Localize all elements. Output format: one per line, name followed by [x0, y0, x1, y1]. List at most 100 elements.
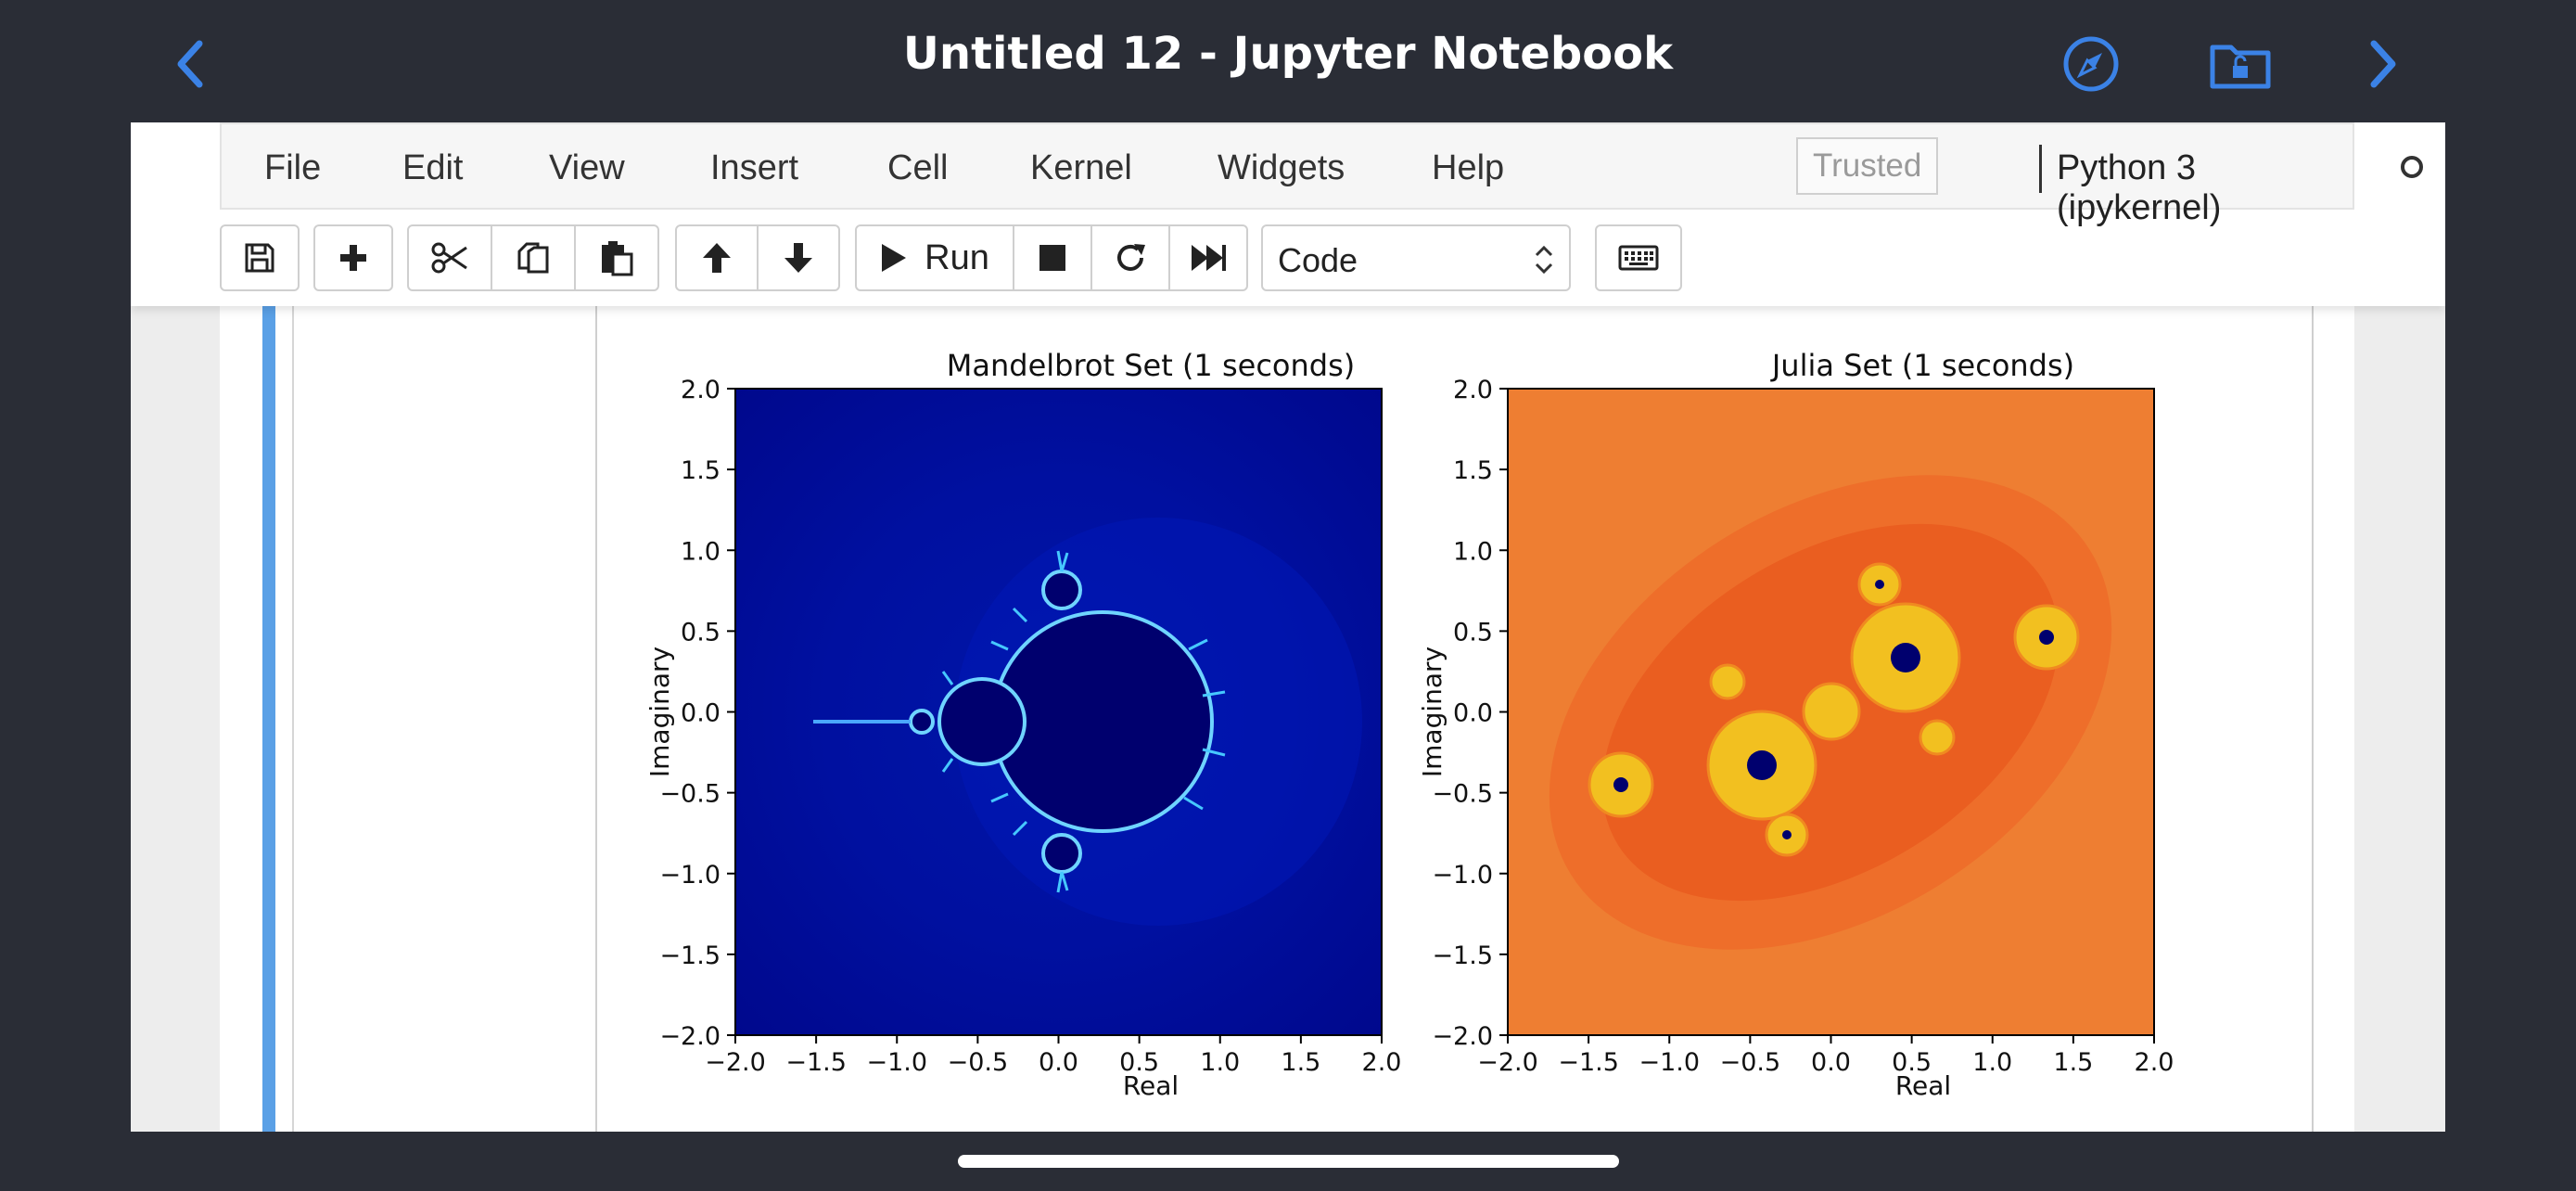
x-tick-label: −0.5 [1720, 1048, 1781, 1077]
compass-button[interactable] [2059, 32, 2123, 96]
chevron-right-icon [2370, 40, 2396, 88]
julia-set-shape [1549, 475, 2112, 950]
menu-file[interactable]: File [264, 148, 322, 187]
run-button[interactable]: Run [855, 224, 1014, 291]
mandelbrot-set-shape [813, 518, 1362, 926]
y-tick-label: 2.0 [681, 376, 721, 404]
restart-run-all-button[interactable] [1168, 224, 1248, 291]
folder-button[interactable] [2208, 32, 2273, 96]
julia-plot [1507, 388, 2155, 1036]
arrow-up-icon [703, 243, 731, 273]
menu-kernel[interactable]: Kernel [1030, 148, 1132, 187]
y-tick-label: −1.0 [659, 861, 721, 890]
home-indicator [958, 1155, 1619, 1168]
x-tick-label: 2.0 [2135, 1048, 2174, 1077]
x-tick-label: 1.0 [1972, 1048, 2012, 1077]
cell-type-select[interactable]: Code [1261, 224, 1571, 291]
plus-icon [340, 245, 366, 271]
restart-icon [1117, 244, 1145, 271]
output-plots: Mandelbrot Set (1 seconds) Real Imaginar… [644, 348, 2174, 1101]
notebook-header: File Edit View Insert Cell Kernel Widget… [131, 122, 2445, 306]
menu-view[interactable]: View [549, 148, 625, 187]
keyboard-shortcuts-button[interactable] [1595, 224, 1682, 291]
x-tick-label: 0.5 [1119, 1048, 1159, 1077]
x-tick-label: −2.0 [705, 1048, 766, 1077]
paste-button[interactable] [574, 224, 659, 291]
y-tick-label: −0.5 [659, 780, 721, 809]
browser-bar: Untitled 12 - Jupyter Notebook [0, 0, 2576, 122]
menu-help[interactable]: Help [1432, 148, 1505, 187]
insert-cell-button[interactable] [313, 224, 393, 291]
mandelbrot-ylabel: Imaginary [644, 647, 675, 777]
y-tick-label: −1.5 [1432, 941, 1493, 970]
menu-widgets[interactable]: Widgets [1218, 148, 1345, 187]
menu-cell[interactable]: Cell [887, 148, 949, 187]
y-tick-label: 0.5 [1453, 618, 1493, 647]
move-up-button[interactable] [675, 224, 759, 291]
mandelbrot-xlabel: Real [1123, 1070, 1179, 1101]
cell-type-value: Code [1278, 241, 1358, 279]
x-tick-label: −1.0 [1639, 1048, 1700, 1077]
y-tick-label: 0.0 [1453, 699, 1493, 728]
keyboard-icon [1618, 245, 1659, 271]
y-tick-label: −2.0 [659, 1022, 721, 1051]
menu-insert[interactable]: Insert [710, 148, 799, 187]
x-tick-label: −1.5 [1558, 1048, 1619, 1077]
mandelbrot-plot [734, 388, 1383, 1036]
output-border-right [2312, 306, 2314, 1132]
julia-title: Julia Set (1 seconds) [1770, 348, 2074, 383]
copy-button[interactable] [491, 224, 576, 291]
save-button[interactable] [220, 224, 300, 291]
y-tick-label: −1.5 [659, 941, 721, 970]
julia-xlabel: Real [1895, 1070, 1951, 1101]
chevron-left-icon [177, 40, 203, 88]
save-icon [245, 243, 274, 273]
mandelbrot-title: Mandelbrot Set (1 seconds) [947, 348, 1355, 383]
play-icon [882, 244, 907, 272]
cut-button[interactable] [407, 224, 492, 291]
y-tick-label: 1.5 [1453, 456, 1493, 485]
y-tick-label: −1.0 [1432, 861, 1493, 890]
back-button[interactable] [158, 32, 223, 96]
x-tick-label: −1.5 [785, 1048, 847, 1077]
copy-icon [517, 242, 549, 274]
forward-button[interactable] [2351, 32, 2416, 96]
interrupt-button[interactable] [1013, 224, 1092, 291]
trusted-badge[interactable]: Trusted [1796, 137, 1939, 195]
y-tick-label: 1.5 [681, 456, 721, 485]
x-tick-label: 0.0 [1811, 1048, 1851, 1077]
cut-icon [431, 242, 467, 274]
y-tick-label: 2.0 [1453, 376, 1493, 404]
jupyter-page: File Edit View Insert Cell Kernel Widget… [131, 122, 2445, 1132]
y-tick-label: 0.0 [681, 699, 721, 728]
arrow-down-icon [784, 243, 812, 273]
run-label: Run [925, 237, 989, 277]
y-tick-label: −2.0 [1432, 1022, 1493, 1051]
folder-lock-icon [2210, 45, 2271, 89]
y-tick-label: −0.5 [1432, 780, 1493, 809]
cell-prompt-border [292, 306, 294, 1132]
output-border-left [595, 306, 597, 1132]
restart-button[interactable] [1090, 224, 1170, 291]
x-tick-label: 2.0 [1362, 1048, 1402, 1077]
x-tick-label: 1.5 [2053, 1048, 2093, 1077]
menu-edit[interactable]: Edit [402, 148, 464, 187]
chevron-updown-icon [1535, 245, 1553, 275]
paste-icon [602, 241, 633, 276]
y-tick-label: 1.0 [681, 537, 721, 566]
x-tick-label: 1.0 [1200, 1048, 1240, 1077]
notebook-container: Mandelbrot Set (1 seconds) Real Imaginar… [220, 306, 2354, 1132]
compass-icon [2063, 36, 2119, 92]
x-tick-label: 0.0 [1039, 1048, 1078, 1077]
selected-cell-indicator [262, 306, 275, 1132]
y-tick-label: 0.5 [681, 618, 721, 647]
x-tick-label: −0.5 [948, 1048, 1009, 1077]
kernel-divider [2039, 145, 2042, 193]
move-down-button[interactable] [757, 224, 840, 291]
menu-bar: File Edit View Insert Cell Kernel Widget… [220, 122, 2423, 227]
page-title: Untitled 12 - Jupyter Notebook [902, 28, 1674, 80]
x-tick-label: −2.0 [1477, 1048, 1538, 1077]
fast-forward-icon [1192, 245, 1226, 271]
kernel-name[interactable]: Python 3 (ipykernel) [2057, 148, 2222, 227]
x-tick-label: −1.0 [866, 1048, 927, 1077]
